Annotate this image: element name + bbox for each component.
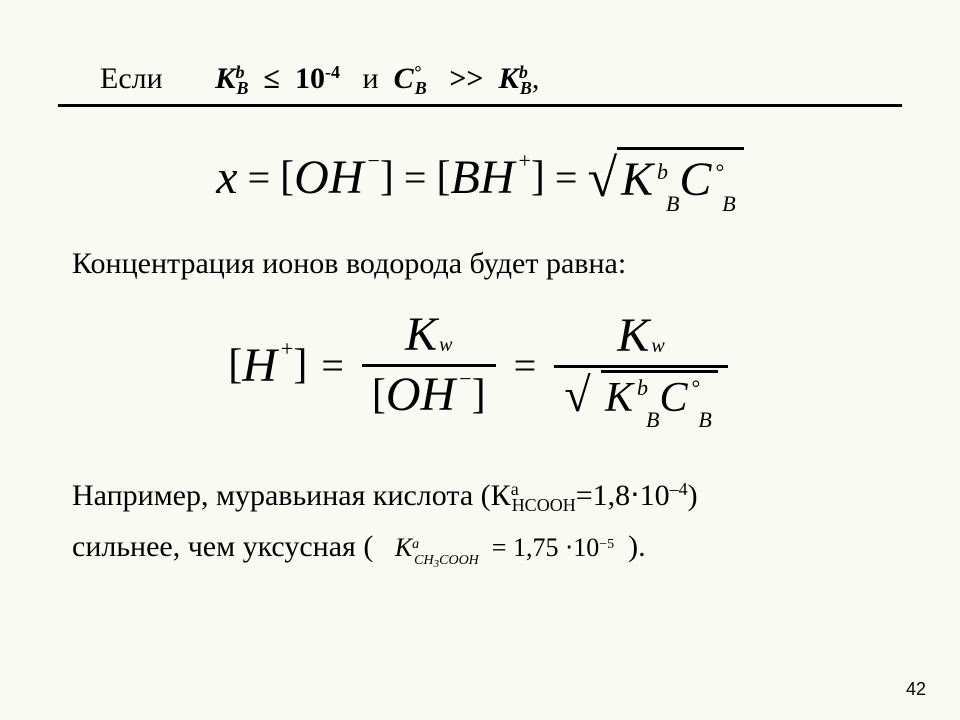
equation-2: [H+] = Kw [OH−] = Kw √ KbB C°B	[68, 309, 892, 422]
ieq-sub1: CH	[414, 553, 433, 568]
eq2-plus: +	[281, 336, 293, 362]
eq1-rbr1: ]	[380, 153, 394, 201]
eq1-minus: −	[368, 148, 380, 174]
eq2-Kw1-K: K	[405, 309, 437, 362]
eq2-frac1-num: Kw	[395, 309, 462, 362]
ieq-val: 1,75	[513, 533, 559, 562]
cond-sub-B: В	[237, 78, 249, 98]
para-e1: –4	[670, 479, 688, 499]
para-t2: =1,8	[576, 479, 630, 512]
ieq-dot: ⋅	[565, 533, 573, 562]
eq1-BH: BH	[450, 150, 514, 205]
ieq-K: K	[395, 533, 412, 562]
eq1-eq3: =	[555, 154, 578, 201]
eq2-C2-sub: B	[698, 408, 711, 432]
para-dot: ⋅	[630, 479, 640, 512]
para-t6: ).	[628, 530, 646, 563]
fraction-bar-icon	[362, 364, 496, 367]
eq2-eq1: =	[321, 342, 344, 389]
eq2-sqrt: √ KbB C°B	[564, 370, 718, 421]
radical-icon: √	[587, 157, 617, 200]
cond-C-sub: В	[415, 78, 427, 98]
eq1-eq2: =	[404, 154, 427, 201]
ieq-subtail: COOH	[439, 553, 479, 568]
cond-sub-B2: В	[520, 78, 532, 98]
cond-if: Если	[100, 62, 163, 95]
eq2-C2: C	[660, 375, 688, 421]
eq2-K2: K	[605, 375, 633, 421]
eq1-radicand: КbB C°B	[617, 147, 744, 207]
eq2-den-rbr: ]	[472, 372, 486, 418]
eq1-rbr2: ]	[531, 153, 545, 201]
eq2-Kw1-w: w	[439, 334, 452, 356]
eq2-Kw2-K: K	[617, 310, 649, 363]
example-paragraph: Например, муравьиная кислота (К a НСООН=1,…	[72, 470, 892, 572]
eq2-C2-sup: °	[692, 376, 701, 400]
eq1-K-sup: b	[657, 159, 668, 185]
eq1-lbr2: [	[436, 153, 450, 201]
text-concentration: Концентрация ионов водорода будет равна:	[72, 247, 892, 281]
eq2-frac2-den: √ KbB C°B	[554, 370, 728, 421]
eq1-sqrt: √ КbB C°B	[587, 147, 743, 207]
ieq-a: a	[412, 537, 419, 552]
equation-1: x = [OH−] = [BH+] = √ КbB C°B	[68, 147, 892, 207]
eq1-plus: +	[518, 148, 530, 174]
eq1-C-sub: B	[722, 191, 735, 217]
cond-10: 10	[295, 62, 325, 95]
eq2-frac1-den: [OH−]	[362, 369, 496, 422]
ieq-exp: −5	[599, 537, 614, 552]
page-number: 42	[906, 679, 926, 700]
cond-K: К	[215, 62, 235, 95]
eq2-K2-sup: b	[637, 376, 648, 400]
eq2-K2-sub: B	[646, 408, 659, 432]
eq2-OH-minus: −	[459, 367, 471, 391]
eq1-lbr1: [	[280, 153, 294, 201]
eq2-frac1: Kw [OH−]	[362, 309, 496, 422]
inline-equation: KaCH3COOH = 1,75 ⋅10−5	[388, 533, 620, 562]
divider	[58, 104, 902, 107]
ieq-ten: 10	[573, 533, 599, 562]
eq2-eq2: =	[514, 342, 537, 389]
eq2-rbr: ]	[293, 341, 307, 389]
eq1-C: C	[679, 152, 711, 207]
condition-line: Если КbВ ≤ 10-4 и С°В >> КbВ,	[68, 62, 892, 96]
radical-icon-2: √	[564, 369, 590, 422]
eq2-OH: OH	[386, 369, 455, 422]
cond-and: и	[363, 62, 379, 95]
eq2-lbr: [	[228, 341, 242, 389]
cond-comma: ,	[532, 62, 540, 95]
para-t5: сильнее, чем уксусная (	[72, 530, 373, 563]
cond-le: ≤	[264, 62, 280, 95]
eq1-C-sup: °	[715, 159, 724, 185]
ieq-eq: =	[492, 533, 507, 562]
eq1-eq1: =	[248, 154, 271, 201]
eq2-Kw2-w: w	[651, 335, 664, 357]
para-t3: 10	[640, 479, 670, 512]
cond-gg: >>	[449, 62, 483, 95]
para-ka-sub: НСООН	[512, 495, 576, 515]
eq1-K-sub: B	[666, 191, 679, 217]
para-t1: Например, муравьиная кислота (К	[72, 479, 511, 512]
eq1-OH: OH	[294, 150, 363, 205]
cond-exp: -4	[325, 62, 340, 82]
cond-K2: К	[499, 62, 519, 95]
eq2-frac2-num: Kw	[607, 310, 674, 363]
fraction-bar-icon-2	[554, 365, 728, 368]
eq2-radicand: KbB C°B	[601, 370, 718, 421]
para-t4: )	[688, 479, 698, 512]
eq2-H: H	[242, 338, 277, 393]
eq1-x: x	[216, 150, 237, 205]
eq1-K: К	[621, 152, 653, 207]
cond-C: С	[394, 62, 414, 95]
eq2-den-lbr: [	[372, 372, 386, 418]
eq2-frac2: Kw √ KbB C°B	[554, 310, 728, 421]
